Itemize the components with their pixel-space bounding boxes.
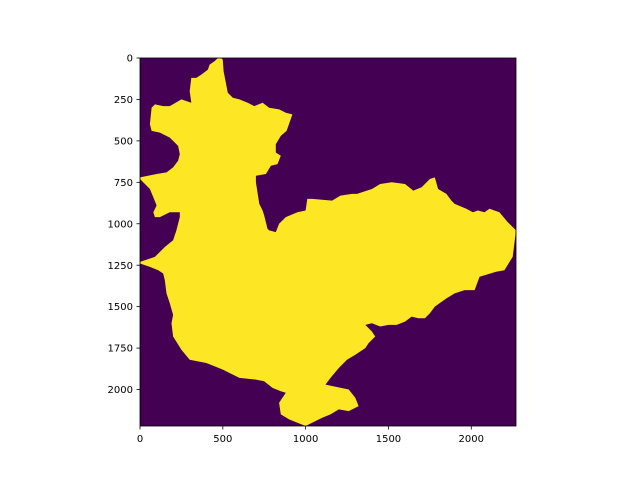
- plot-area: [139, 57, 517, 427]
- x-tick-label: 2000: [459, 434, 484, 445]
- x-tick-label: 500: [213, 434, 232, 445]
- x-tick-label: 1000: [293, 434, 318, 445]
- y-tick-label: 2000: [108, 385, 133, 396]
- y-tick-label: 1250: [108, 261, 133, 272]
- y-tick-label: 1750: [108, 344, 133, 355]
- axes-frame: [139, 57, 517, 427]
- y-tick-label: 1500: [108, 302, 133, 313]
- y-tick-label: 750: [114, 178, 133, 189]
- x-tick-label: 1500: [376, 434, 401, 445]
- mask-region: [140, 58, 516, 426]
- x-axis: 0 500 1000 1500 2000: [137, 426, 484, 445]
- y-tick-label: 1000: [108, 219, 133, 230]
- y-tick-label: 500: [114, 136, 133, 147]
- y-tick-label: 250: [114, 95, 133, 106]
- x-tick-label: 0: [137, 434, 143, 445]
- y-axis: 0 250 500 750 1000 1250 1500 1750 2000: [108, 54, 140, 396]
- y-tick-label: 0: [127, 54, 133, 65]
